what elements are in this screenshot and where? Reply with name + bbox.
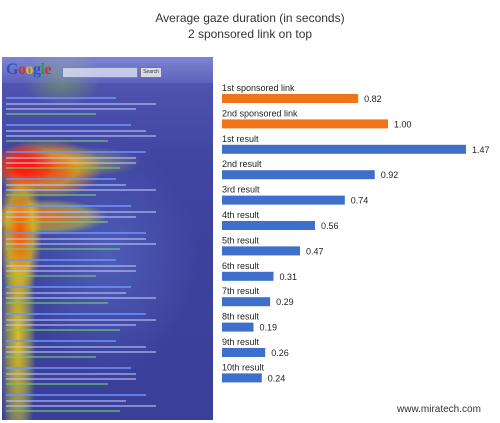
result-text-line [6, 373, 136, 375]
bar [222, 322, 254, 332]
category-label: 10th result [222, 362, 265, 372]
category-label: 7th result [222, 286, 260, 296]
result-text-line [6, 405, 156, 407]
value-label: 0.56 [321, 221, 339, 231]
value-label: 0.26 [271, 348, 289, 358]
result-text-line [6, 189, 156, 191]
result-text-line [6, 313, 146, 315]
result-text-line [6, 329, 120, 331]
category-label: 8th result [222, 312, 260, 322]
result-text-line [6, 140, 108, 142]
result-text-line [6, 211, 156, 213]
category-label: 2nd sponsored link [222, 108, 298, 118]
result-text-line [6, 383, 108, 385]
result-text-line [6, 108, 136, 110]
category-label: 2nd result [222, 159, 262, 169]
result-text-line [6, 194, 96, 196]
result-text-line [6, 216, 136, 218]
result-text-line [6, 97, 116, 99]
source-credit: www.miratech.com [397, 404, 481, 415]
value-label: 0.92 [381, 170, 399, 180]
result-text-line [6, 205, 131, 207]
result-text-line [6, 265, 136, 267]
value-label: 0.47 [306, 246, 324, 256]
bar [222, 94, 359, 103]
result-text-line [6, 302, 108, 304]
bar [222, 144, 466, 154]
chart-title-block: Average gaze duration (in seconds) 2 spo… [0, 10, 500, 42]
result-text-line [6, 356, 96, 358]
result-text-line [6, 297, 156, 299]
bar [222, 195, 345, 205]
value-label: 1.47 [472, 145, 490, 155]
result-text-line [6, 292, 126, 294]
category-label: 4th result [222, 210, 260, 220]
result-text-line [6, 232, 146, 234]
bar [222, 373, 262, 383]
result-text-line [6, 346, 146, 348]
bar [222, 348, 266, 357]
result-text-line [6, 351, 156, 353]
bar [222, 271, 274, 281]
value-label: 1.00 [394, 119, 412, 129]
chart-subtitle: 2 sponsored link on top [187, 27, 313, 41]
result-text-line [6, 286, 131, 288]
category-label: 1st result [222, 134, 259, 144]
result-text-line [6, 394, 146, 396]
result-text-line [6, 238, 146, 240]
category-label: 3rd result [222, 185, 260, 195]
result-text-line [6, 270, 136, 272]
result-text-line [6, 410, 120, 412]
result-text-line [6, 167, 120, 169]
value-label: 0.74 [351, 196, 369, 206]
result-text-line [6, 400, 126, 402]
google-logo: Google [6, 61, 52, 78]
result-text-line [6, 135, 156, 137]
value-label: 0.19 [260, 323, 278, 333]
result-text-line [6, 130, 146, 132]
result-text-line [6, 248, 120, 250]
result-text-line [6, 113, 96, 115]
gaze-heatmap-screenshot: Google Search [2, 57, 213, 420]
result-text-line [6, 319, 156, 321]
bar [222, 170, 375, 180]
result-text-line [6, 221, 108, 223]
result-text-line [6, 157, 136, 159]
value-label: 0.31 [280, 272, 298, 282]
result-text-line [6, 178, 116, 180]
category-label: 9th result [222, 337, 260, 347]
category-label: 6th result [222, 261, 260, 271]
result-text-line [6, 184, 126, 186]
result-text-line [6, 275, 96, 277]
result-text-line [6, 162, 136, 164]
result-text-line [6, 378, 136, 380]
search-box [62, 67, 138, 78]
bar [222, 297, 271, 307]
category-label: 5th result [222, 235, 260, 245]
result-text-line [6, 259, 116, 261]
bar [222, 246, 300, 256]
result-text-line [6, 151, 146, 153]
result-text-line [6, 124, 131, 126]
result-text-line [6, 340, 116, 342]
bar [222, 221, 315, 230]
value-label: 0.29 [276, 297, 294, 307]
result-text-line [6, 243, 156, 245]
result-text-line [6, 367, 131, 369]
category-label: 1st sponsored link [222, 83, 295, 93]
bar [222, 119, 388, 129]
search-button: Search [140, 67, 162, 78]
value-label: 0.82 [364, 94, 382, 104]
value-label: 0.24 [268, 373, 286, 383]
result-text-line [6, 103, 156, 105]
result-text-line [6, 324, 136, 326]
chart-title: Average gaze duration (in seconds) [155, 11, 345, 25]
